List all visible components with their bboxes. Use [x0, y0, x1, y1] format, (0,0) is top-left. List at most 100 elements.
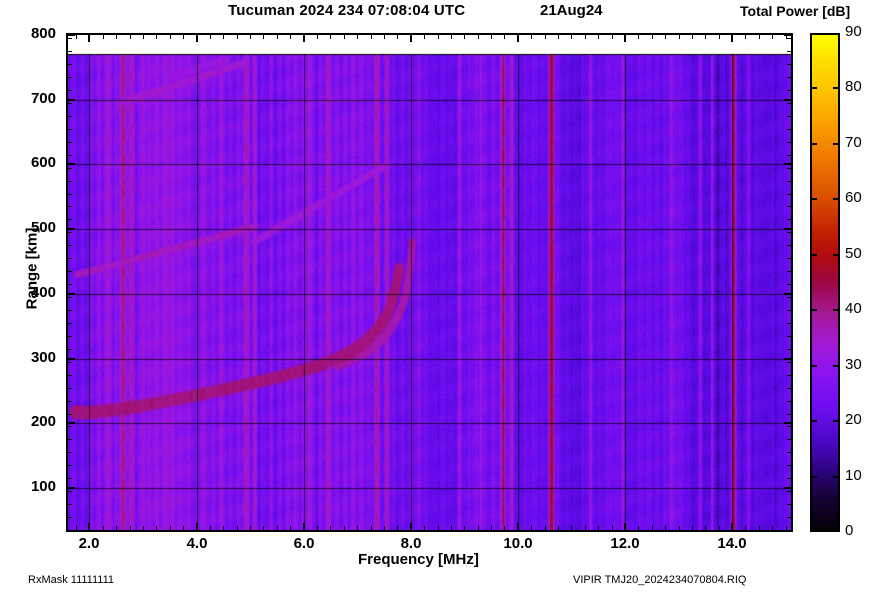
- colorbar-title: Total Power [dB]: [740, 3, 851, 19]
- file-tag-label: VIPIR TMJ20_2024234070804.RIQ: [573, 574, 747, 586]
- colorbar-tick-left: [810, 87, 817, 89]
- y-tick-minor-right: [787, 219, 793, 220]
- y-tick-major: [66, 99, 75, 101]
- y-tick-minor: [66, 478, 72, 479]
- x-tick-minor-bottom: [612, 526, 613, 532]
- y-tick-minor: [66, 465, 72, 466]
- x-tick-minor: [397, 33, 398, 39]
- y-tick-minor: [66, 51, 72, 52]
- colorbar-tick-label: 0: [845, 522, 854, 539]
- y-tick-label: 100: [30, 478, 56, 495]
- y-tick-minor: [66, 271, 72, 272]
- y-tick-minor: [66, 375, 72, 376]
- x-tick-minor: [531, 33, 532, 39]
- y-tick-major-right: [784, 228, 793, 230]
- x-tick-minor: [451, 33, 452, 39]
- y-tick-minor: [66, 77, 72, 78]
- x-tick-minor-bottom: [424, 526, 425, 532]
- x-tick-major: [88, 33, 90, 42]
- x-tick-minor: [344, 33, 345, 39]
- colorbar-tick-left: [810, 254, 817, 256]
- x-tick-minor-bottom: [679, 526, 680, 532]
- x-tick-minor: [424, 33, 425, 39]
- y-tick-minor-right: [787, 452, 793, 453]
- x-tick-minor: [504, 33, 505, 39]
- y-tick-minor-right: [787, 426, 793, 427]
- x-tick-minor-bottom: [344, 526, 345, 532]
- y-tick-minor: [66, 142, 72, 143]
- date-label: 21Aug24: [540, 2, 603, 19]
- x-tick-label: 4.0: [186, 535, 208, 552]
- y-tick-major: [66, 163, 75, 165]
- colorbar-gradient: [810, 33, 840, 532]
- x-tick-minor: [143, 33, 144, 39]
- x-tick-label: 2.0: [78, 535, 100, 552]
- x-tick-minor-bottom: [531, 526, 532, 532]
- x-tick-minor: [317, 33, 318, 39]
- x-tick-minor: [290, 33, 291, 39]
- y-tick-minor: [66, 491, 72, 492]
- y-tick-label: 600: [30, 154, 56, 171]
- x-tick-minor: [491, 33, 492, 39]
- x-tick-minor-bottom: [464, 526, 465, 532]
- y-tick-minor-right: [787, 206, 793, 207]
- ionogram-plot-area[interactable]: [66, 33, 793, 532]
- y-tick-major-right: [784, 422, 793, 424]
- x-tick-minor-bottom: [571, 526, 572, 532]
- x-tick-major: [731, 33, 733, 42]
- y-tick-minor-right: [787, 530, 793, 531]
- x-tick-minor: [170, 33, 171, 39]
- y-tick-minor: [66, 336, 72, 337]
- x-tick-minor: [585, 33, 586, 39]
- y-tick-minor-right: [787, 232, 793, 233]
- x-tick-minor: [612, 33, 613, 39]
- x-tick-minor: [705, 33, 706, 39]
- y-tick-minor-right: [787, 323, 793, 324]
- x-tick-minor: [464, 33, 465, 39]
- y-tick-minor-right: [787, 38, 793, 39]
- colorbar-tick-left: [810, 198, 817, 200]
- x-tick-major: [517, 33, 519, 42]
- y-tick-minor-right: [787, 51, 793, 52]
- x-tick-minor: [116, 33, 117, 39]
- ionogram-heatmap-canvas[interactable]: [68, 35, 791, 530]
- x-tick-minor-bottom: [759, 526, 760, 532]
- rxmask-label: RxMask 11111111: [28, 574, 115, 586]
- y-tick-minor-right: [787, 362, 793, 363]
- y-tick-minor-right: [787, 439, 793, 440]
- y-tick-minor: [66, 219, 72, 220]
- page-title: Tucuman 2024 234 07:08:04 UTC: [228, 2, 466, 19]
- y-tick-minor: [66, 310, 72, 311]
- x-tick-minor: [210, 33, 211, 39]
- colorbar-tick-right: [833, 420, 840, 422]
- y-tick-major: [66, 34, 75, 36]
- y-tick-minor: [66, 90, 72, 91]
- x-tick-minor: [638, 33, 639, 39]
- x-tick-minor-bottom: [210, 526, 211, 532]
- x-tick-minor: [223, 33, 224, 39]
- x-tick-label: 14.0: [717, 535, 747, 552]
- y-tick-label: 300: [30, 349, 56, 366]
- y-tick-minor-right: [787, 388, 793, 389]
- x-tick-minor: [357, 33, 358, 39]
- colorbar-tick-label: 80: [845, 78, 862, 95]
- colorbar-tick-label: 50: [845, 245, 862, 262]
- x-tick-minor-bottom: [638, 526, 639, 532]
- colorbar-tick-right: [833, 365, 840, 367]
- colorbar-tick-left: [810, 143, 817, 145]
- x-tick-minor: [545, 33, 546, 39]
- x-tick-minor-bottom: [665, 526, 666, 532]
- y-tick-minor-right: [787, 465, 793, 466]
- x-tick-minor-bottom: [692, 526, 693, 532]
- y-tick-minor: [66, 194, 72, 195]
- x-tick-minor: [745, 33, 746, 39]
- y-tick-major: [66, 293, 75, 295]
- y-tick-label: 700: [30, 90, 56, 107]
- colorbar-tick-label: 60: [845, 189, 862, 206]
- x-tick-label: 6.0: [293, 535, 315, 552]
- x-tick-minor-bottom: [585, 526, 586, 532]
- y-tick-minor-right: [787, 181, 793, 182]
- x-tick-label: 12.0: [610, 535, 640, 552]
- y-tick-minor: [66, 245, 72, 246]
